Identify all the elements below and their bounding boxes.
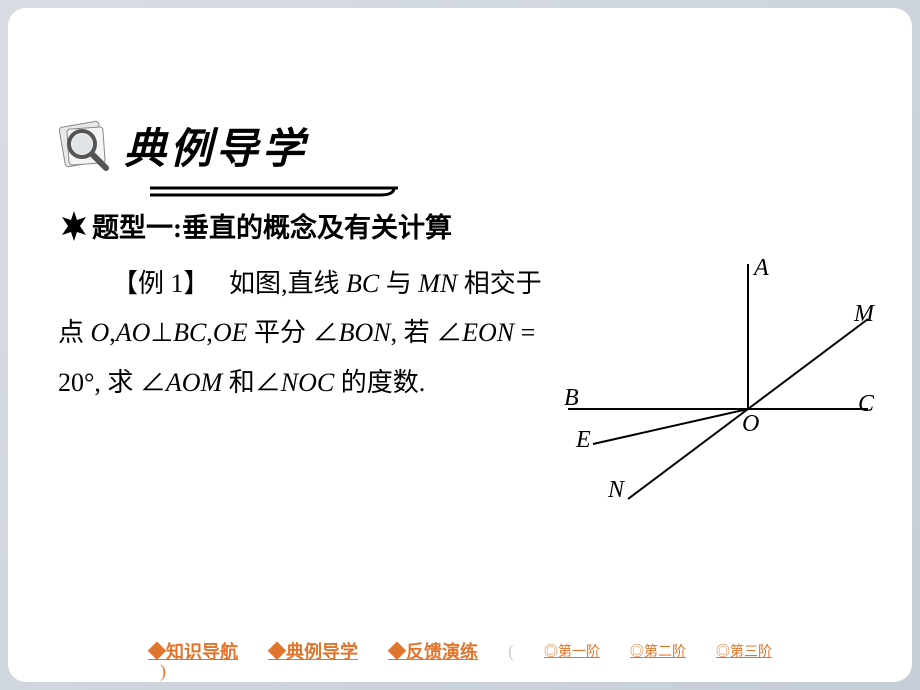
label-A: A <box>754 255 769 282</box>
subsection-title: 题型一:垂直的概念及有关计算 <box>58 206 882 245</box>
subsection-title-text: 题型一:垂直的概念及有关计算 <box>92 206 452 245</box>
label-O: O <box>742 411 759 438</box>
label-B: B <box>564 385 579 412</box>
nav-sublink-stage1[interactable]: ◎第一阶 <box>544 641 600 661</box>
geometry-diagram: A M B C O E N <box>558 259 878 509</box>
magnifier-icon <box>56 116 116 176</box>
section-title: 典例导学 <box>124 115 308 176</box>
label-N: N <box>608 477 624 504</box>
nav-sublink-stage2[interactable]: ◎第二阶 <box>630 641 686 661</box>
content-area: 典例导学 题型一:垂直的概念及有关计算 【例 1】 如图,直线 BC 与 MN … <box>40 115 882 485</box>
problem-text: 【例 1】 如图,直线 BC 与 MN 相交于点 O,AO⊥BC,OE 平分 ∠… <box>58 259 548 509</box>
nav-sublink-stage3[interactable]: ◎第三阶 <box>716 641 772 661</box>
paren-open: ( <box>508 641 514 662</box>
paren-close: ) <box>160 661 166 682</box>
subsection: 题型一:垂直的概念及有关计算 <box>40 206 882 245</box>
section-header: 典例导学 <box>40 115 882 176</box>
label-E: E <box>576 427 591 454</box>
title-underline <box>150 185 398 199</box>
example-label: 【例 1】 <box>112 269 210 298</box>
label-C: C <box>858 391 874 418</box>
nav-link-examples[interactable]: ◆典例导学 <box>268 638 358 664</box>
nav-link-feedback[interactable]: ◆反馈演练 <box>388 638 478 664</box>
label-M: M <box>854 301 874 328</box>
star-icon <box>58 210 90 242</box>
bottom-nav: ◆知识导航 ◆典例导学 ◆反馈演练 ( ◎第一阶 ◎第二阶 ◎第三阶 <box>0 638 920 664</box>
problem-row: 【例 1】 如图,直线 BC 与 MN 相交于点 O,AO⊥BC,OE 平分 ∠… <box>40 259 882 509</box>
